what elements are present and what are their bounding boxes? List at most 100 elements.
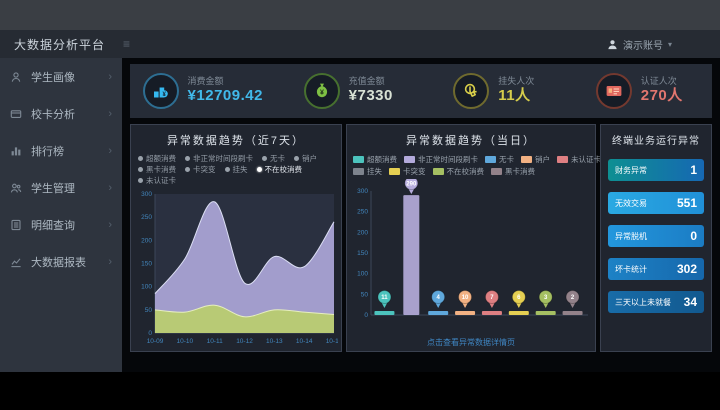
kpi-value: 270人 <box>640 87 683 105</box>
legend-item[interactable]: 黑卡消费 <box>138 164 176 175</box>
pin-tail <box>488 302 496 308</box>
svg-text:10-11: 10-11 <box>207 338 224 345</box>
panel-trend-today: 异常数据趋势（当日） 超额消费 非正常时间段刷卡 无卡 销户 未认证卡 挂失 卡… <box>346 124 601 352</box>
legend-item[interactable]: 黑卡消费 <box>491 166 535 177</box>
chevron-right-icon: › <box>108 218 112 231</box>
legend-dot-icon <box>185 167 190 172</box>
legend-item[interactable]: 不在校消费 <box>256 164 302 175</box>
panel-title: 异常数据趋势（近7天） <box>166 135 306 147</box>
svg-text:0: 0 <box>148 330 152 337</box>
pin <box>538 290 553 304</box>
legend-item[interactable]: 非正常时间段刷卡 <box>404 154 478 165</box>
stat-row-bad-card-count[interactable]: 坏卡统计 302 <box>608 258 704 280</box>
legend-item[interactable]: 卡突变 <box>389 166 426 177</box>
legend-item[interactable]: 超额消费 <box>353 154 397 165</box>
stat-row-offline-anomaly[interactable]: 异常脱机 0 <box>608 225 704 247</box>
stat-row-invalid-trade[interactable]: 无效交易 551 <box>608 192 704 214</box>
kpi-value: ¥12709.42 <box>187 87 263 105</box>
sidebar-item-label: 大数据报表 <box>31 256 86 269</box>
legend-item[interactable]: 无卡 <box>262 153 285 164</box>
area-series-line <box>154 304 335 318</box>
sidebar-item-card-analysis[interactable]: 校卡分析 › <box>0 95 122 132</box>
main-content: ¥ 消费金额 ¥12709.42 ¥ 充值金额 ¥7330 <box>122 58 720 372</box>
stat-row-finance-anomaly[interactable]: 财务异常 1 <box>608 159 704 181</box>
legend-item[interactable]: 无卡 <box>485 154 514 165</box>
legend-dot-icon <box>294 156 299 161</box>
legend-dot-icon <box>256 167 262 172</box>
sidebar-item-student-mgmt[interactable]: 学生管理 › <box>0 169 122 206</box>
trend7-legend: 超额消费 非正常时间段刷卡 无卡 销户 黑卡消费 卡突变 挂失 不在校消费 未认… <box>131 153 341 186</box>
legend-item[interactable]: 卡突变 <box>185 164 216 175</box>
kpi-consume-amount: ¥ 消费金额 ¥12709.42 <box>130 64 276 118</box>
legend-item[interactable]: 挂失 <box>353 166 382 177</box>
svg-text:11: 11 <box>381 295 388 301</box>
svg-text:¥: ¥ <box>320 90 324 97</box>
svg-text:150: 150 <box>141 261 152 268</box>
legend-item[interactable]: 未认证卡 <box>557 154 601 165</box>
kpi-recharge-amount: ¥ 充值金额 ¥7330 <box>276 64 422 118</box>
app-title: 大数据分析平台 <box>14 37 106 52</box>
svg-text:100: 100 <box>357 271 368 278</box>
legend-swatch-icon <box>491 167 502 175</box>
person-icon <box>10 71 24 83</box>
pin <box>458 290 473 304</box>
legend-item[interactable]: 未认证卡 <box>138 175 176 186</box>
legend-dot-icon <box>138 178 143 183</box>
sidebar-item-detail-query[interactable]: 明细查询 › <box>0 206 122 243</box>
legend-dot-icon <box>138 156 143 161</box>
pin-tail <box>542 302 549 308</box>
document-list-icon <box>10 219 24 231</box>
legend-swatch-icon <box>353 167 364 175</box>
user-menu[interactable]: 演示账号 ▾ <box>607 37 672 52</box>
legend-item[interactable]: 销户 <box>521 154 550 165</box>
users-icon <box>10 182 24 194</box>
stat-row-no-meal-3days[interactable]: 三天以上未就餐 34 <box>608 291 704 313</box>
svg-text:100: 100 <box>141 284 152 291</box>
bar <box>374 311 395 315</box>
svg-text:250: 250 <box>357 209 368 216</box>
menu-toggle-icon[interactable]: ≡ <box>123 37 131 51</box>
pin-tail <box>381 302 388 308</box>
svg-text:¥: ¥ <box>162 92 166 98</box>
area-series-line <box>154 201 335 294</box>
sidebar-item-ranking[interactable]: 排行榜 › <box>0 132 122 169</box>
sidebar-item-label: 校卡分析 <box>31 108 75 121</box>
legend-item[interactable]: 销户 <box>294 153 317 164</box>
svg-text:3: 3 <box>544 295 548 301</box>
legend-swatch-icon <box>485 155 496 163</box>
chevron-right-icon: › <box>108 255 112 268</box>
sidebar-item-student-portrait[interactable]: 学生画像 › <box>0 58 122 95</box>
money-bag-icon: ¥ <box>303 73 340 109</box>
pin-tail <box>515 302 523 308</box>
sidebar-item-label: 学生画像 <box>31 71 75 84</box>
bar <box>535 311 556 315</box>
sidebar-item-label: 学生管理 <box>31 182 75 195</box>
bar <box>508 311 529 315</box>
chevron-right-icon: › <box>108 181 112 194</box>
kpi-value: 11人 <box>498 87 531 105</box>
detail-link[interactable]: 点击查看异常数据详情页 <box>427 338 515 347</box>
pin <box>431 290 446 304</box>
sidebar-item-label: 排行榜 <box>31 145 64 158</box>
legend-swatch-icon <box>432 167 444 175</box>
legend-swatch-icon <box>557 155 568 163</box>
legend-item[interactable]: 非正常时间段刷卡 <box>185 153 253 164</box>
sidebar-item-bigdata-report[interactable]: 大数据报表 › <box>0 243 122 280</box>
id-card-icon <box>595 73 632 109</box>
svg-text:200: 200 <box>141 237 152 244</box>
panel-title: 终端业务运行异常 <box>612 136 700 147</box>
bar <box>403 195 420 315</box>
svg-text:290: 290 <box>406 181 417 187</box>
svg-text:0: 0 <box>364 312 368 319</box>
user-icon <box>607 39 618 50</box>
sidebar-item-label: 明细查询 <box>31 219 75 232</box>
legend-item[interactable]: 挂失 <box>224 164 248 175</box>
coins-icon: ¥ <box>142 73 179 109</box>
legend-swatch-icon <box>389 167 400 175</box>
svg-text:6: 6 <box>517 295 521 301</box>
legend-item[interactable]: 超额消费 <box>138 153 176 164</box>
svg-text:2: 2 <box>571 295 575 301</box>
touch-hand-icon <box>453 73 490 109</box>
sidebar: 学生画像 › 校卡分析 › 排行榜 › 学生管理 › 明细查询 › 大数据报表 … <box>0 58 122 372</box>
legend-item[interactable]: 不在校消费 <box>432 166 484 177</box>
